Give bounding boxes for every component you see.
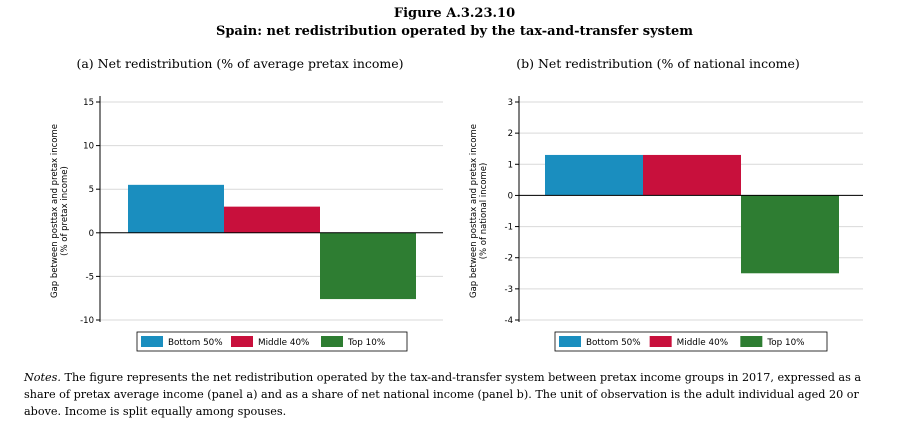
panel-a-legend-label: Bottom 50% <box>168 338 223 348</box>
notes-text: The figure represents the net redistribu… <box>24 371 862 418</box>
panel-b-y-tick-label: -1 <box>505 223 513 233</box>
panel-a-y-tick-label: -10 <box>80 316 94 326</box>
panel-b-legend-label: Bottom 50% <box>586 338 641 348</box>
panel-b-y-tick-label: 3 <box>508 98 513 108</box>
panel-a-y-tick-label: 10 <box>83 142 94 152</box>
panel-a-y-axis-label: (% of pretax income) <box>60 166 70 256</box>
panel-b-y-tick-label: 2 <box>508 129 513 139</box>
panel-a-y-tick-label: 5 <box>89 185 94 195</box>
panel-b-title: (b) Net redistribution (% of national in… <box>516 56 800 71</box>
panel-a-legend-swatch <box>141 336 163 347</box>
panel-b-y-tick-label: -2 <box>505 254 513 264</box>
notes-label: Notes. <box>24 371 61 384</box>
panel-a-y-tick-label: -5 <box>86 272 94 282</box>
panel-a-legend-swatch <box>231 336 253 347</box>
panel-a-bar <box>224 206 320 233</box>
panel-b-y-tick-label: 1 <box>508 160 513 170</box>
panel-a-bar <box>320 232 416 300</box>
panel-a-y-tick-label: 15 <box>83 98 94 108</box>
panel-b-y-axis-label: (% of national income) <box>479 163 489 260</box>
panel-b-chart: 3 2 1 0 -1 -2 -3 -4 Gap between posttax and pret… <box>469 96 863 352</box>
panel-b-y-axis-label: Gap between posttax and pretax income <box>469 124 479 298</box>
panel-a-legend-swatch <box>321 336 343 347</box>
figure-title: Spain: net redistribution operated by th… <box>215 24 694 39</box>
panel-b-y-tick-label: -3 <box>505 285 513 295</box>
panel-b-bar <box>545 154 643 196</box>
notes: Notes. The figure represents the net red… <box>24 369 890 420</box>
panel-a-y-axis-label: Gap between posttax and pretax income <box>50 124 60 298</box>
panel-a-chart: 15 10 5 0 -5 -10 Gap between posttax and preta… <box>50 96 443 352</box>
panel-b-y-tick-label: -4 <box>505 316 513 326</box>
panel-a-legend-label: Top 10% <box>347 338 385 348</box>
panel-b-legend-label: Top 10% <box>766 338 804 348</box>
panel-a-bar <box>128 184 224 233</box>
panel-b-y-tick-label: 0 <box>508 191 513 201</box>
panel-b-bar <box>643 154 741 196</box>
figure-number: Figure A.3.23.10 <box>393 6 516 21</box>
panel-b-legend-swatch <box>649 336 672 347</box>
panel-a-legend-label: Middle 40% <box>258 338 309 348</box>
panel-b-legend-swatch <box>559 336 581 347</box>
panel-a-title: (a) Net redistribution (% of average pre… <box>76 56 404 71</box>
panel-b-legend-label: Middle 40% <box>677 338 728 348</box>
panel-b-bar <box>741 195 839 274</box>
panel-b-legend-swatch <box>740 336 763 347</box>
panel-a-y-tick-label: 0 <box>89 229 94 239</box>
